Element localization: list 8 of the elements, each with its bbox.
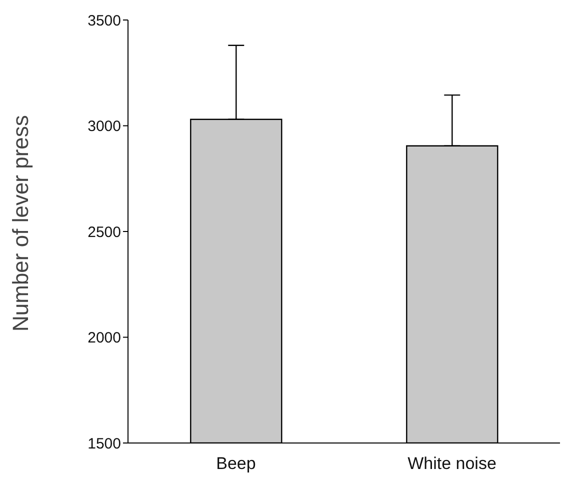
x-tick-label: Beep [216, 454, 256, 474]
y-tick-label: 2500 [88, 224, 121, 241]
y-tick-label: 2000 [88, 330, 121, 347]
x-tick-label: White noise [408, 454, 496, 474]
y-axis-title: Number of lever press [8, 115, 33, 332]
y-tick-label: 1500 [88, 435, 121, 452]
y-tick-label: 3000 [88, 118, 121, 136]
y-tick-label: 3500 [88, 12, 121, 30]
